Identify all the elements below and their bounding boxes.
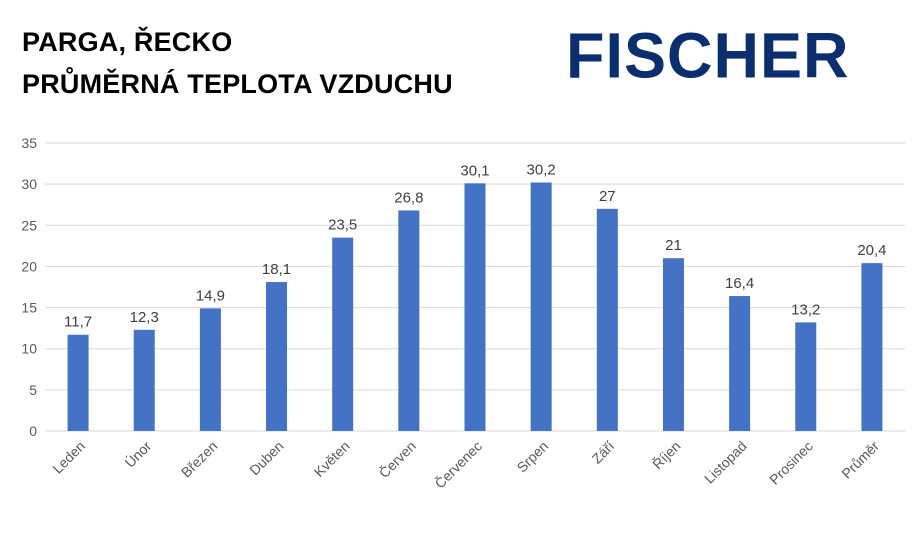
y-tick-label: 0: [29, 423, 37, 439]
y-tick-label: 25: [21, 217, 37, 233]
data-label: 26,8: [394, 189, 423, 206]
x-tick-label: Září: [589, 438, 618, 467]
x-tick-label: Srpen: [514, 438, 552, 476]
bar-říjen: [662, 258, 684, 431]
x-tick-label: Průměr: [838, 438, 882, 482]
x-tick-label: Červen: [376, 438, 419, 481]
x-tick-label: Duben: [246, 438, 286, 478]
y-tick-label: 5: [29, 382, 37, 398]
y-tick-label: 20: [21, 258, 37, 274]
data-label: 14,9: [196, 287, 225, 304]
chart-title-line2: PRŮMĚRNÁ TEPLOTA VZDUCHU: [22, 69, 453, 99]
bar-listopad: [729, 296, 751, 431]
data-label: 30,1: [460, 162, 489, 179]
x-tick-label: Březen: [178, 438, 221, 481]
data-label: 18,1: [262, 261, 291, 278]
bar-červen: [398, 210, 420, 431]
bar-červenec: [464, 183, 486, 431]
bar-srpen: [530, 182, 552, 431]
bar-září: [596, 208, 618, 431]
y-axis-ticks: 0 5 10 15 20 25 30 35: [21, 135, 37, 439]
x-tick-label: Prosinec: [766, 438, 816, 488]
x-tick-label: Leden: [49, 438, 88, 477]
data-label: 12,3: [130, 309, 159, 326]
x-tick-label: Červenec: [431, 438, 485, 492]
bar-únor: [133, 329, 155, 431]
data-labels: 11,7 12,3 14,9 18,1 23,5 26,8 30,1 30,2 27 21 16,4…: [64, 161, 886, 330]
bar-prosinec: [795, 322, 817, 431]
data-label: 27: [599, 188, 616, 205]
bar-duben: [266, 282, 288, 431]
x-tick-label: Květen: [311, 438, 353, 480]
data-label: 13,2: [791, 301, 820, 318]
bars: [67, 182, 883, 431]
bar-květen: [332, 237, 354, 431]
y-tick-label: 15: [21, 300, 37, 316]
y-tick-label: 10: [21, 341, 37, 357]
x-tick-label: Říjen: [649, 438, 683, 472]
bar-březen: [199, 308, 221, 431]
data-label: 21: [665, 237, 682, 254]
bar-leden: [67, 334, 89, 431]
data-label: 30,2: [527, 161, 556, 178]
data-label: 11,7: [64, 314, 92, 331]
y-tick-label: 30: [21, 176, 37, 192]
data-label: 16,4: [725, 275, 754, 292]
x-axis-ticks: Leden Únor Březen Duben Květen Červen Červenec…: [49, 438, 882, 492]
bar-průměr: [861, 263, 883, 431]
data-label: 23,5: [328, 217, 357, 234]
y-tick-label: 35: [21, 135, 37, 151]
data-label: 20,4: [857, 242, 886, 259]
fischer-logo: FISCHER: [566, 20, 850, 92]
x-tick-label: Listopad: [701, 438, 750, 487]
chart-title-line1: PARGA, ŘECKO: [22, 27, 233, 57]
x-tick-label: Únor: [122, 438, 155, 471]
